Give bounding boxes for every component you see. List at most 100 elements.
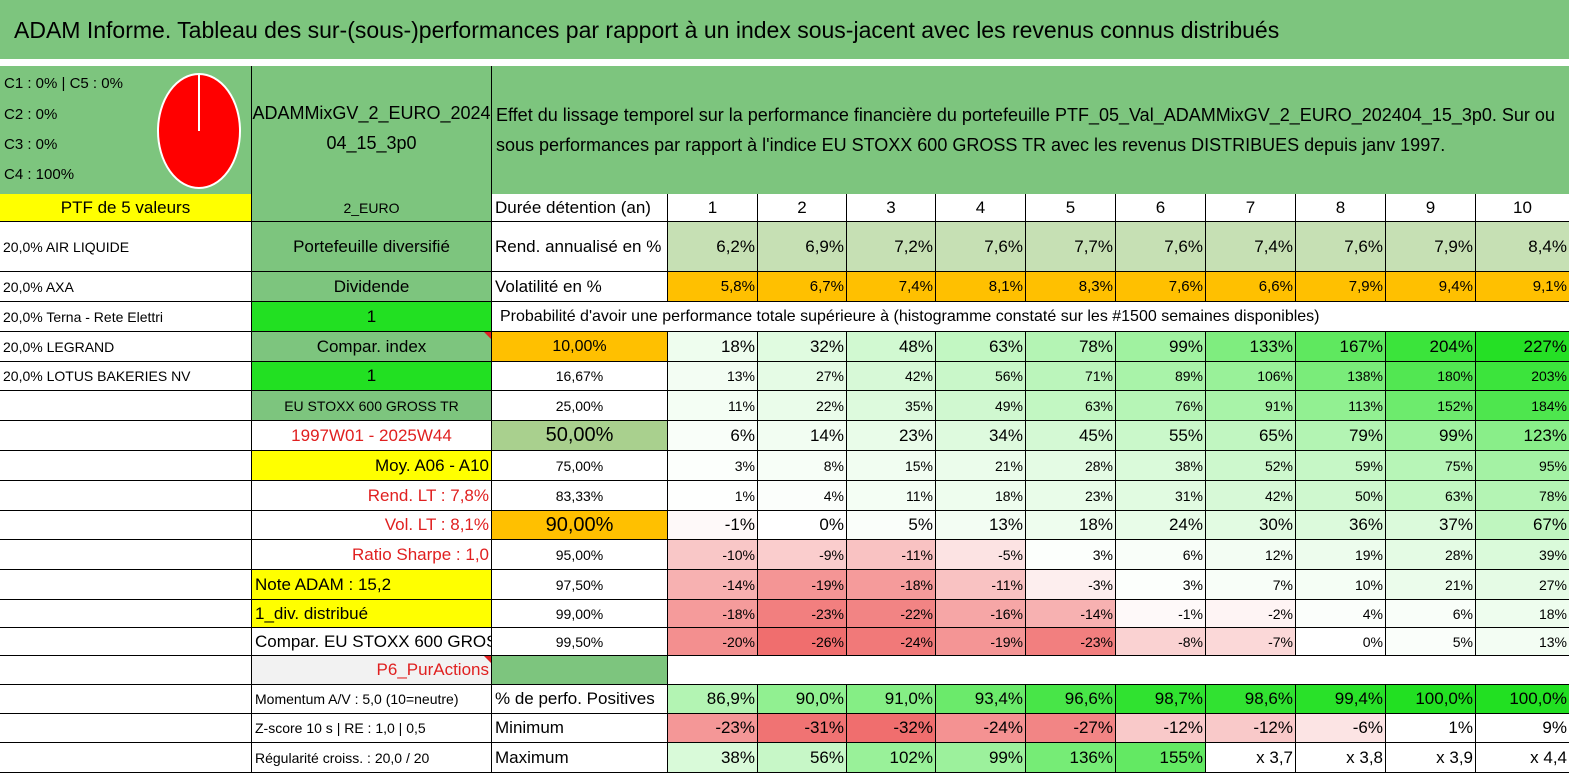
value-cell: 91,0% (847, 685, 936, 713)
comment-marker-icon (484, 656, 491, 663)
value-cell: 9,4% (1386, 272, 1476, 301)
value-cell: -11% (936, 570, 1026, 599)
value-cell: 56% (758, 743, 847, 772)
value-cell: 38% (1116, 451, 1206, 480)
portfolio-info-cell: 1997W01 - 2025W44 (252, 421, 492, 450)
portfolio-info-cell: Z-score 10 s | RE : 1,0 | 0,5 (252, 714, 492, 742)
value-cell: 7,6% (1296, 222, 1386, 271)
value-cell: -2% (1206, 600, 1296, 627)
value-cell: 11% (847, 481, 936, 510)
value-cell: x 3,9 (1386, 743, 1476, 772)
value-cell: -23% (668, 714, 758, 742)
row-label-cell: 90,00% (492, 511, 668, 539)
value-cell: 100,0% (1476, 685, 1569, 713)
value-cell: 50% (1296, 481, 1386, 510)
value-cell: 180% (1386, 362, 1476, 390)
value-cell: 99% (1116, 332, 1206, 361)
table-row: Moy. A06 - A10 75,00% 3% 8% 15% 21% 28% 38% 52% 5… (0, 451, 1569, 481)
value-cell: 5,8% (668, 272, 758, 301)
holding-cell (0, 481, 252, 510)
comment-marker-icon (484, 332, 491, 339)
value-cell: 39% (1476, 540, 1569, 569)
value-cell: 99% (936, 743, 1026, 772)
value-cell: -14% (1026, 600, 1116, 627)
value-cell: 0% (1296, 628, 1386, 655)
value-cell: 22% (758, 391, 847, 420)
value-cell: 45% (1026, 421, 1116, 450)
value-cell: 37% (1386, 511, 1476, 539)
holding-cell (0, 570, 252, 599)
value-cell: 9,1% (1476, 272, 1569, 301)
row-label-cell: 99,50% (492, 628, 668, 655)
value-cell: -1% (668, 511, 758, 539)
value-cell: 100,0% (1386, 685, 1476, 713)
value-cell: 102% (847, 743, 936, 772)
table-row: Momentum A/V : 5,0 (10=neutre)% de perfo… (0, 685, 1569, 714)
portfolio-info-cell: Momentum A/V : 5,0 (10=neutre) (252, 685, 492, 713)
value-cell: 155% (1116, 743, 1206, 772)
portfolio-info-cell: 1_div. distribué (252, 600, 492, 627)
value-cell: 67% (1476, 511, 1569, 539)
pie-legend-line: C2 : 0% (4, 106, 58, 123)
row-label-cell: 75,00% (492, 451, 668, 480)
portfolio-info-cell: 2_EURO (252, 194, 492, 221)
value-cell: 21% (1386, 570, 1476, 599)
value-cell: 76% (1116, 391, 1206, 420)
value-cell: 23% (847, 421, 936, 450)
value-cell: 6% (668, 421, 758, 450)
probability-header: Probabilité d'avoir une performance tota… (500, 307, 1320, 325)
value-cell: 4% (758, 481, 847, 510)
value-cell: 133% (1206, 332, 1296, 361)
value-cell: 71% (1026, 362, 1116, 390)
value-cell: 63% (1026, 391, 1116, 420)
value-cell: 3% (1026, 540, 1116, 569)
year-header: 1 (668, 194, 758, 221)
table-row: 20,0% AXA Dividende Volatilité en % 5,8% 6,7… (0, 272, 1569, 302)
value-cell: 36% (1296, 511, 1386, 539)
holding-cell (0, 714, 252, 742)
value-cell: 8,3% (1026, 272, 1116, 301)
value-cell: 63% (936, 332, 1026, 361)
value-cell: 86,9% (668, 685, 758, 713)
value-cell: -23% (758, 600, 847, 627)
value-cell: -14% (668, 570, 758, 599)
row-label-cell: 99,00% (492, 600, 668, 627)
value-cell: -12% (1116, 714, 1206, 742)
value-cell: 31% (1116, 481, 1206, 510)
value-cell: 8% (758, 451, 847, 480)
holding-cell (0, 511, 252, 539)
value-cell: 27% (1476, 570, 1569, 599)
row-label-cell: Rend. annualisé en % (492, 222, 668, 271)
value-cell: 95% (1476, 451, 1569, 480)
year-header: 7 (1206, 194, 1296, 221)
value-cell: 28% (1386, 540, 1476, 569)
value-cell: 136% (1026, 743, 1116, 772)
value-cell: -6% (1296, 714, 1386, 742)
value-cell: -3% (1026, 570, 1116, 599)
value-cell: -5% (936, 540, 1026, 569)
value-cell: x 4,4 (1476, 743, 1569, 772)
portfolio-info-cell: Vol. LT : 8,1% (252, 511, 492, 539)
portfolio-info-cell: Portefeuille diversifié (252, 222, 492, 271)
value-cell: 8,1% (936, 272, 1026, 301)
year-header: 2 (758, 194, 847, 221)
value-cell: 18% (1476, 600, 1569, 627)
value-cell: 152% (1386, 391, 1476, 420)
value-cell: 6,7% (758, 272, 847, 301)
row-label-cell: 16,67% (492, 362, 668, 390)
value-cell: 13% (936, 511, 1026, 539)
holding-cell (0, 628, 252, 655)
value-cell: -16% (936, 600, 1026, 627)
value-cell: 18% (936, 481, 1026, 510)
value-cell: x 3,8 (1296, 743, 1386, 772)
portfolio-info-cell: Compar. index (252, 332, 492, 361)
value-cell: 138% (1296, 362, 1386, 390)
portfolio-info-cell: Régularité croiss. : 20,0 / 20 (252, 743, 492, 772)
value-cell: 1% (1386, 714, 1476, 742)
holding-cell (0, 743, 252, 772)
row-label-cell: 25,00% (492, 391, 668, 420)
value-cell: 9% (1476, 714, 1569, 742)
value-cell: -19% (758, 570, 847, 599)
value-cell: 30% (1206, 511, 1296, 539)
value-cell: 49% (936, 391, 1026, 420)
